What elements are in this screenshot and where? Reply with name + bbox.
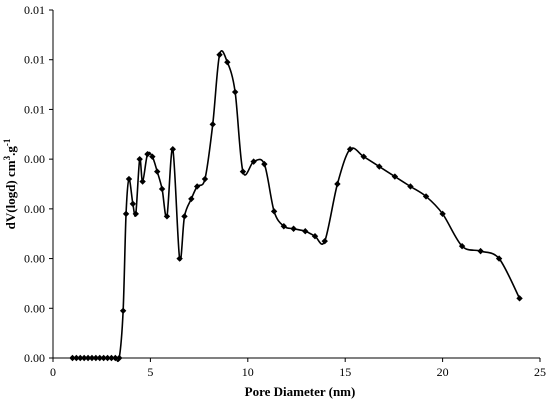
y-tick-label: 0.00 — [24, 202, 45, 216]
data-point-marker — [73, 354, 80, 362]
x-tick-label: 15 — [339, 365, 351, 379]
data-point-marker — [77, 354, 84, 362]
data-point-marker — [112, 354, 119, 362]
data-point-marker — [360, 153, 367, 160]
data-point-marker — [181, 213, 188, 220]
data-point-marker — [250, 158, 257, 165]
data-point-marker — [119, 307, 127, 314]
data-point-marker — [391, 173, 399, 180]
series-line — [72, 50, 521, 363]
y-tick-label: 0.00 — [24, 152, 45, 166]
data-point-marker — [100, 354, 107, 362]
data-point-marker — [458, 242, 466, 250]
y-axis-title: dV(logd) cm3.g-1 — [2, 138, 18, 229]
data-point-marker — [122, 210, 130, 218]
series-markers — [69, 51, 523, 362]
y-axis-title-main: dV(logd) cm — [3, 160, 18, 229]
data-point-marker — [346, 146, 354, 153]
data-point-marker — [116, 354, 123, 362]
data-point-marker — [261, 160, 268, 168]
data-point-marker — [422, 193, 430, 200]
data-point-marker — [108, 354, 115, 362]
data-point-marker — [92, 354, 100, 362]
data-point-marker — [516, 295, 523, 302]
data-point-marker — [311, 233, 319, 240]
data-point-marker — [176, 255, 183, 262]
data-point-marker — [144, 150, 151, 158]
data-point-marker — [376, 163, 383, 170]
y-axis-title-sup-3: 3 — [2, 155, 12, 160]
data-point-marker — [201, 175, 209, 183]
x-tick-label: 25 — [534, 365, 546, 379]
data-point-marker — [84, 354, 92, 362]
data-point-marker — [216, 51, 223, 58]
data-point-marker — [224, 59, 231, 66]
x-axis-title: Pore Diameter (nm) — [245, 384, 356, 399]
x-tick-label: 5 — [147, 365, 153, 379]
x-tick-label: 10 — [242, 365, 254, 379]
y-axis-title-sup-neg1: -1 — [2, 138, 12, 146]
data-point-marker — [154, 168, 161, 175]
data-point-marker — [321, 237, 328, 245]
data-point-marker — [80, 354, 88, 362]
x-tick-label: 20 — [437, 365, 449, 379]
x-axis-ticks: 0 5 10 15 20 25 — [50, 358, 546, 379]
data-point-marker — [239, 168, 247, 175]
data-point-marker — [439, 210, 446, 218]
y-tick-label: 0.01 — [24, 3, 45, 17]
data-point-marker — [334, 180, 341, 188]
data-point-marker — [104, 354, 111, 362]
data-point-marker — [96, 354, 103, 362]
y-axis-title-mid: .g — [3, 146, 18, 156]
y-tick-label: 0.00 — [24, 252, 45, 266]
data-point-marker — [163, 213, 171, 220]
y-tick-label: 0.01 — [24, 102, 45, 116]
data-point-marker — [290, 225, 297, 232]
y-tick-label: 0.00 — [24, 351, 45, 365]
data-point-marker — [69, 354, 76, 362]
data-point-marker — [132, 210, 139, 218]
data-point-marker — [188, 195, 195, 203]
data-point-marker — [280, 223, 288, 230]
y-tick-label: 0.00 — [24, 301, 45, 315]
data-point-marker — [302, 228, 309, 235]
data-point-marker — [407, 183, 414, 190]
y-tick-label: 0.01 — [24, 53, 45, 67]
data-point-marker — [495, 255, 503, 262]
data-point-marker — [169, 146, 177, 153]
data-point-marker — [231, 88, 239, 96]
data-point-marker — [193, 183, 201, 190]
data-point-marker — [139, 178, 146, 185]
y-axis-ticks: 0.00 0.00 0.00 0.00 0.00 0.01 0.01 0.01 — [24, 3, 53, 365]
data-point-marker — [129, 200, 137, 208]
data-point-marker — [158, 185, 166, 193]
data-point-marker — [88, 354, 96, 362]
data-point-marker — [149, 153, 156, 160]
data-point-marker — [270, 208, 278, 215]
data-point-marker — [209, 121, 216, 128]
x-tick-label: 0 — [50, 365, 56, 379]
data-point-marker — [125, 175, 133, 183]
data-point-marker — [477, 247, 484, 255]
data-point-marker — [136, 155, 143, 163]
